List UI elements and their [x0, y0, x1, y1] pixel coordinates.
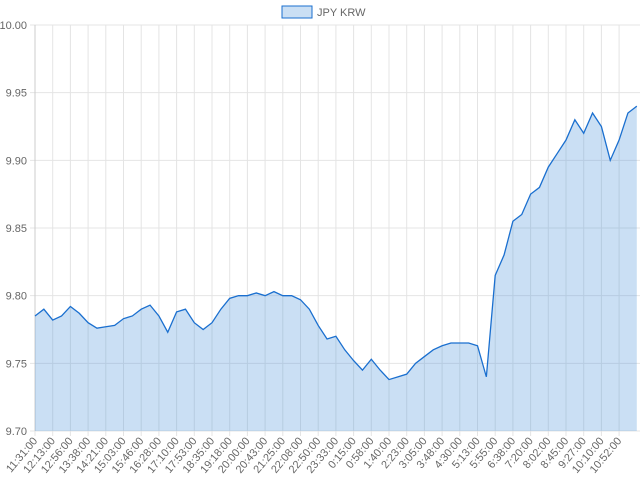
- y-tick-label: 9.75: [6, 358, 27, 370]
- line: [34, 105, 638, 381]
- y-tick-label: 10.00: [0, 20, 27, 32]
- y-tick-label: 9.80: [6, 291, 27, 303]
- area: [35, 106, 637, 431]
- y-tick-label: 9.70: [6, 426, 27, 438]
- legend-label: JPY KRW: [317, 7, 366, 19]
- y-tick-label: 9.95: [6, 88, 27, 100]
- y-tick-label: 9.90: [6, 155, 27, 167]
- y-tick-label: 9.85: [6, 223, 27, 235]
- legend-swatch: [281, 5, 313, 19]
